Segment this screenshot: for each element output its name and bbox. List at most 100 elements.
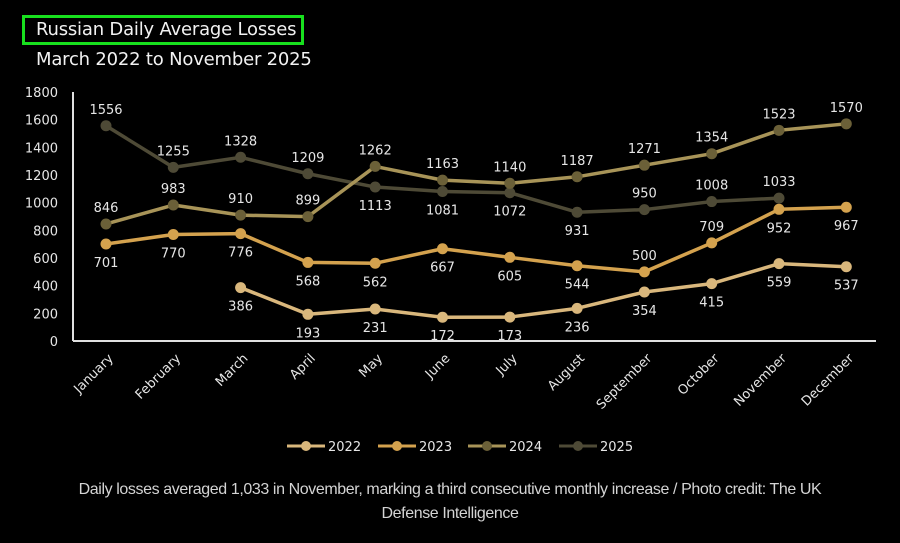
data-point [571,171,583,183]
data-point [437,174,448,186]
series-line-2024 [105,122,847,226]
caption-line-1: Daily losses averaged 1,033 in November,… [78,481,822,498]
data-point [706,278,718,290]
data-label: 952 [767,221,792,236]
x-tick-label: March [213,351,252,390]
y-tick-label: 1600 [25,114,58,129]
data-point [100,120,112,132]
y-tick-label: 1200 [25,169,58,184]
legend-item-2023: 2023 [378,440,452,455]
legend-marker-swatch [573,441,583,451]
data-point [437,185,448,197]
data-label: 1033 [762,175,795,190]
data-point [504,251,516,263]
y-tick-label: 1800 [25,86,58,101]
chart-title: Russian Daily Average Losses [36,19,297,40]
data-label: 354 [632,304,657,319]
data-point [840,201,852,213]
data-label: 568 [295,274,320,289]
data-label: 544 [565,278,590,293]
data-point [840,261,852,273]
data-label: 1523 [762,107,795,122]
x-tick-label: October [675,351,723,399]
data-label: 1556 [89,103,122,118]
data-point [302,211,314,223]
data-label: 770 [161,246,186,261]
data-label: 1072 [493,205,526,220]
data-point [773,203,785,215]
data-point [706,196,718,208]
legend-label: 2025 [600,440,633,455]
data-label: 1008 [695,179,728,194]
data-label: 605 [497,269,522,284]
data-point [167,161,179,173]
x-tick-label: May [356,351,386,381]
data-point [706,237,718,249]
data-label: 1209 [291,151,324,166]
chart-subtitle: March 2022 to November 2025 [36,49,312,70]
x-tick-label: September [594,351,656,413]
data-point [369,160,381,172]
data-point [235,209,247,221]
data-point [302,168,314,180]
data-label: 1271 [628,142,661,157]
x-tick-label: June [422,351,453,382]
data-point [100,218,112,230]
data-label: 559 [767,276,792,291]
data-label: 983 [161,182,186,197]
y-tick-label: 200 [33,307,58,322]
line-chart: 0 200 400 600 800 1000 1200 1400 1600 1800 Januar… [25,86,876,455]
chart-panel: Russian Daily Average Losses March 2022 … [22,15,876,455]
data-label: 231 [363,321,388,336]
data-point [706,148,718,160]
data-label: 1163 [426,157,459,172]
data-point [571,260,583,272]
data-label: 1262 [359,143,392,158]
data-point [302,308,314,320]
data-label: 967 [834,219,859,234]
data-point [167,228,179,240]
series-layer [100,118,852,323]
data-point [638,286,650,298]
data-point [235,151,247,163]
data-point [638,159,650,171]
series-2022 [235,258,852,323]
data-label: 1354 [695,131,728,146]
data-point [437,243,448,255]
data-point [369,303,381,315]
data-point [369,181,381,193]
data-label: 386 [228,300,253,315]
y-tick-label: 0 [50,335,58,350]
data-point [773,124,785,136]
series-line-2023 [105,205,847,274]
title-highlight-box [22,15,304,45]
legend-label: 2024 [509,440,542,455]
data-label: 910 [228,192,253,207]
data-label: 701 [94,256,119,271]
data-point [840,118,852,130]
data-label: 1255 [157,144,190,159]
data-point [571,206,583,218]
data-label: 1570 [830,101,863,116]
x-tick-label: December [799,351,858,410]
legend-label: 2022 [328,440,361,455]
legend: 2022 2023 2024 2025 [287,440,633,455]
y-tick-label: 1000 [25,197,58,212]
data-point [504,311,516,323]
caption-line-2: Defense Intelligence [381,505,519,522]
legend-item-2024: 2024 [468,440,542,455]
x-tick-label: April [287,351,319,383]
data-point [235,282,247,294]
series-2025 [100,120,785,218]
data-point [167,199,179,211]
series-2023 [100,201,852,278]
data-point [235,228,247,240]
image-caption: Daily losses averaged 1,033 in November,… [0,478,900,526]
legend-marker-swatch [482,441,492,451]
data-label: 776 [228,246,253,261]
data-point [100,238,112,250]
legend-item-2022: 2022 [287,440,361,455]
y-tick-label: 600 [33,252,58,267]
data-label: 1113 [359,199,392,214]
